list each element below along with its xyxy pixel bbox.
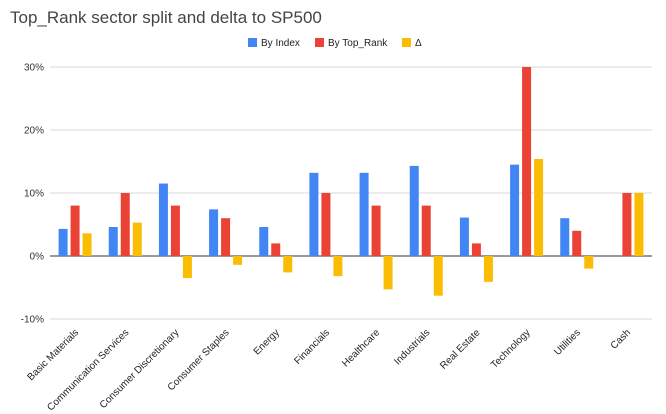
bar-delta-communication-services [132,222,142,256]
bar-by-top-rank-industrials [421,205,431,256]
legend-swatch-by-index [248,38,257,47]
bar-by-top-rank-basic-materials [70,205,80,256]
bar-by-index-real-estate [459,217,469,256]
legend-swatch-delta [402,38,411,47]
bar-by-index-consumer-staples [209,209,219,256]
bar-delta-basic-materials [82,233,92,256]
bar-delta-real-estate [483,256,493,282]
chart-title: Top_Rank sector split and delta to SP500 [10,8,322,27]
legend: By Index By Top_Rank Δ [248,38,422,49]
bar-by-index-utilities [560,218,570,256]
bar-delta-healthcare [383,256,393,290]
x-tick-label: Basic Materials [25,327,81,383]
bar-delta-consumer-staples [233,256,243,265]
legend-swatch-by-top-rank [315,38,324,47]
legend-label-by-top-rank: By Top_Rank [328,38,388,49]
bar-by-top-rank-energy [271,243,281,256]
bar-by-top-rank-technology [522,67,532,256]
x-tick-label: Industrials [392,327,432,367]
bar-by-top-rank-healthcare [371,205,381,256]
y-tick-label: 0% [30,252,45,263]
bar-by-index-communication-services [108,227,118,256]
bar-by-index-financials [309,172,319,256]
bars [58,67,644,296]
x-tick-label: Cash [609,327,633,351]
x-tick-label: Healthcare [340,327,382,369]
bar-delta-industrials [433,256,443,296]
bar-delta-financials [333,256,343,277]
bar-by-index-healthcare [359,172,369,256]
legend-label-delta: Δ [415,38,422,49]
x-tick-label: Real Estate [438,327,483,372]
x-tick-label: Utilities [552,327,583,358]
legend-label-by-index: By Index [261,38,300,49]
bar-by-top-rank-cash [622,193,632,256]
bar-delta-consumer-discretionary [182,256,192,279]
bar-by-index-basic-materials [58,228,68,256]
bar-by-index-industrials [409,165,419,256]
bar-by-index-technology [510,164,520,256]
bar-by-top-rank-communication-services [120,193,130,256]
bar-by-index-consumer-discretionary [158,183,168,256]
x-tick-label: Technology [489,327,533,371]
bar-by-top-rank-consumer-staples [221,218,231,256]
x-tick-label: Communication Services [45,327,131,413]
bar-delta-energy [283,256,293,273]
bar-by-top-rank-consumer-discretionary [170,205,180,256]
bar-delta-utilities [584,256,594,269]
bar-by-top-rank-utilities [572,230,582,256]
bar-by-index-energy [259,227,269,256]
gridlines [50,66,652,320]
bar-delta-technology [534,158,544,256]
y-tick-label: 20% [24,126,44,137]
x-tick-label: Financials [292,327,332,367]
bar-delta-cash [634,193,644,256]
y-tick-label: -10% [21,315,44,326]
bar-by-top-rank-financials [321,193,331,256]
x-tick-label: Energy [252,327,282,357]
bar-by-top-rank-real-estate [471,243,481,256]
y-tick-label: 10% [24,189,44,200]
y-tick-label: 30% [24,63,44,74]
